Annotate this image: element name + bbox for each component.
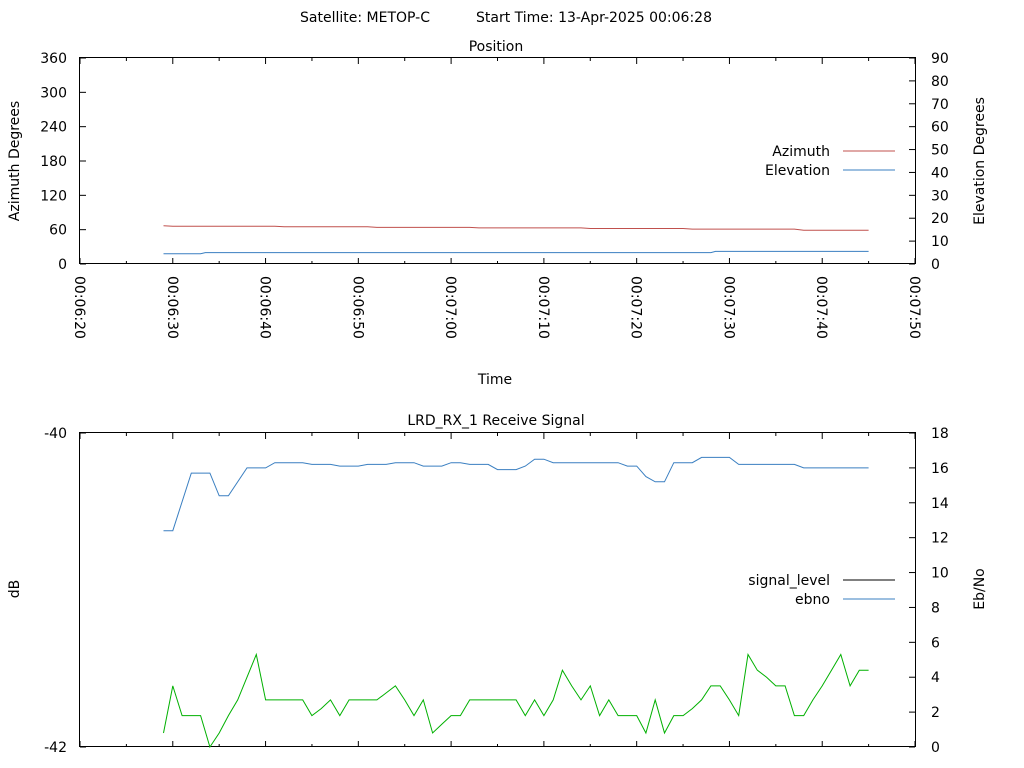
position-chart-title: Position	[469, 39, 524, 55]
y2-tick-label: 40	[931, 165, 949, 181]
y-tick-label: 240	[40, 120, 67, 136]
signal-series	[163, 456, 869, 749]
y2-tick-label: 4	[931, 670, 940, 686]
x-tick-label: 00:06:30	[164, 276, 180, 339]
y2-tick-label: 0	[931, 257, 940, 273]
x-tick-label: 00:06:20	[71, 276, 87, 339]
y2-tick-label: 0	[931, 740, 940, 756]
y2-tick-label: 10	[931, 566, 949, 582]
signal-y-ticks: -42 -40	[44, 426, 86, 756]
x-tick-label: 00:07:10	[535, 276, 551, 339]
y-tick-label: 0	[58, 257, 67, 273]
y2-tick-label: 2	[931, 705, 940, 721]
position-y-ticks: 0 60 120 180 240 300 360	[40, 51, 86, 273]
position-chart: Position Azimuth Degrees Elevation Degre…	[7, 39, 988, 388]
position-plot-frame	[79, 57, 916, 264]
position-y-axis-label: Azimuth Degrees	[7, 101, 23, 221]
position-x-axis-label: Time	[477, 372, 512, 388]
y2-tick-label: 90	[931, 51, 949, 67]
y2-tick-label: 20	[931, 211, 949, 227]
series-line-Azimuth	[163, 225, 869, 231]
y-tick-label: -40	[44, 426, 67, 442]
signal-y2-axis-label: Eb/No	[972, 568, 988, 610]
series-line-Elevation	[163, 250, 869, 255]
signal-chart: LRD_RX_1 Receive Signal dB Eb/No -42-40 …	[7, 413, 988, 756]
y2-tick-label: 60	[931, 120, 949, 136]
y2-tick-label: 12	[931, 531, 949, 547]
y2-tick-label: 14	[931, 496, 949, 512]
satellite-label: Satellite: METOP-C	[300, 10, 430, 26]
legend-label-ebno: ebno	[795, 592, 830, 608]
y-tick-label: -42	[44, 740, 67, 756]
y-tick-label: 300	[40, 85, 67, 101]
series-line-ebno	[163, 456, 869, 532]
position-series	[163, 225, 869, 255]
y-tick-label: 180	[40, 154, 67, 170]
y-tick-label: 120	[40, 188, 67, 204]
x-tick-label: 00:07:50	[906, 276, 922, 339]
position-y2-axis-label: Elevation Degrees	[972, 97, 988, 225]
signal-legend: signal_level ebno	[748, 573, 895, 608]
y2-tick-label: 30	[931, 188, 949, 204]
legend-label-azimuth: Azimuth	[772, 144, 830, 160]
x-tick-label: 00:07:00	[442, 276, 458, 339]
y2-tick-label: 10	[931, 234, 949, 250]
signal-y2-ticks: 0 2 4 6 8 10 12 14 16 18	[909, 426, 949, 756]
y2-tick-label: 50	[931, 143, 949, 159]
x-tick-label: 00:06:40	[257, 276, 273, 339]
y2-tick-label: 80	[931, 74, 949, 90]
x-tick-label: 00:07:40	[813, 276, 829, 339]
series-line-series-2	[163, 652, 869, 749]
signal-y-axis-label: dB	[7, 580, 23, 599]
legend-label-elevation: Elevation	[765, 163, 830, 179]
y-tick-label: 60	[49, 223, 67, 239]
start-time-label: Start Time: 13-Apr-2025 00:06:28	[476, 10, 712, 26]
x-tick-label: 00:06:50	[349, 276, 365, 339]
position-legend: Azimuth Elevation	[765, 144, 895, 179]
legend-label-signal-level: signal_level	[748, 573, 830, 589]
x-tick-label: 00:07:20	[628, 276, 644, 339]
signal-x-ticks	[79, 433, 916, 747]
x-tick-label: 00:07:30	[720, 276, 736, 339]
y2-tick-label: 6	[931, 635, 940, 651]
y-tick-label: 360	[40, 51, 67, 67]
signal-chart-title: LRD_RX_1 Receive Signal	[407, 413, 584, 429]
y2-tick-label: 18	[931, 426, 949, 442]
y2-tick-label: 70	[931, 97, 949, 113]
y2-tick-label: 8	[931, 600, 940, 616]
position-y2-ticks: 0 10 20 30 40 50 60 70 80 90	[909, 51, 949, 273]
position-x-ticks: 00:06:20 00:06:30 00:06:40 00:06:50 00:07:00…	[71, 58, 922, 339]
y2-tick-label: 16	[931, 461, 949, 477]
